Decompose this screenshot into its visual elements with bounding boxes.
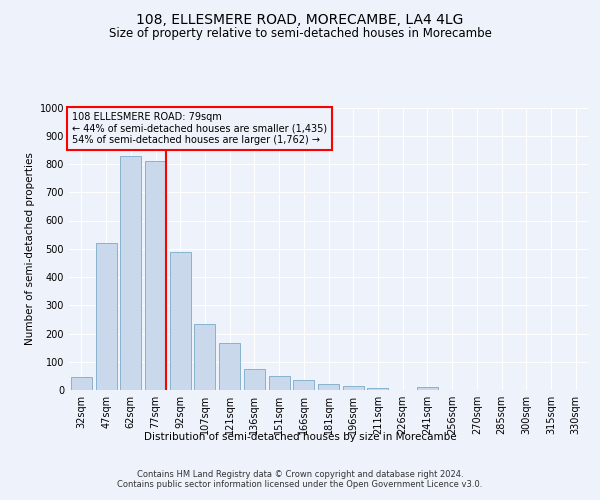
Bar bbox=[95, 243, 116, 390]
Bar bbox=[194, 324, 215, 390]
Bar bbox=[293, 380, 314, 390]
Text: Distribution of semi-detached houses by size in Morecambe: Distribution of semi-detached houses by … bbox=[143, 432, 457, 442]
Bar bbox=[269, 376, 290, 390]
Bar bbox=[244, 369, 265, 390]
Bar bbox=[170, 252, 191, 390]
Text: 108, ELLESMERE ROAD, MORECAMBE, LA4 4LG: 108, ELLESMERE ROAD, MORECAMBE, LA4 4LG bbox=[136, 12, 464, 26]
Text: Contains HM Land Registry data © Crown copyright and database right 2024.
Contai: Contains HM Land Registry data © Crown c… bbox=[118, 470, 482, 490]
Y-axis label: Number of semi-detached properties: Number of semi-detached properties bbox=[25, 152, 35, 345]
Bar bbox=[417, 386, 438, 390]
Bar bbox=[318, 384, 339, 390]
Text: 108 ELLESMERE ROAD: 79sqm
← 44% of semi-detached houses are smaller (1,435)
54% : 108 ELLESMERE ROAD: 79sqm ← 44% of semi-… bbox=[71, 112, 327, 145]
Bar bbox=[343, 386, 364, 390]
Bar bbox=[120, 156, 141, 390]
Text: Size of property relative to semi-detached houses in Morecambe: Size of property relative to semi-detach… bbox=[109, 28, 491, 40]
Bar bbox=[145, 161, 166, 390]
Bar bbox=[71, 378, 92, 390]
Bar bbox=[367, 388, 388, 390]
Bar bbox=[219, 344, 240, 390]
